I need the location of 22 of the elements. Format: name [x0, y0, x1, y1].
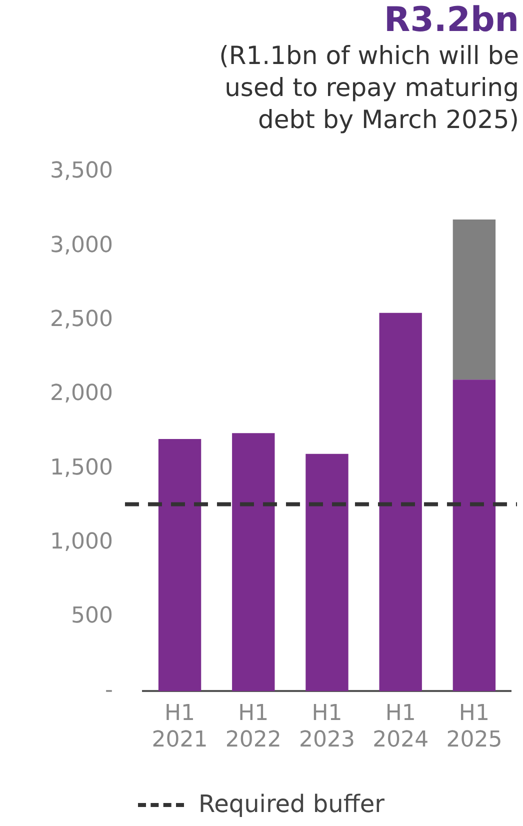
- x-tick-label: H1 2024: [372, 701, 429, 753]
- x-tick-label: H1 2025: [446, 701, 502, 753]
- chart-title: R3.2bn: [383, 0, 519, 40]
- y-tick-label: -: [105, 678, 113, 703]
- bar: [452, 380, 496, 692]
- y-tick-label: 2,500: [50, 307, 113, 332]
- x-tick-label: H1 2023: [298, 701, 355, 753]
- y-tick-label: 1,000: [50, 530, 113, 555]
- chart-subtitle: (R1.1bn of which will be used to repay maturing debt by March 2025): [218, 40, 519, 136]
- legend-label: Required buffer: [198, 790, 385, 818]
- y-tick-label: 1,500: [50, 455, 113, 480]
- bar: [232, 433, 275, 692]
- bar: [452, 219, 496, 380]
- y-tick-label: 3,000: [50, 232, 113, 258]
- x-tick-label: H1 2021: [152, 701, 208, 753]
- y-tick-label: 500: [70, 604, 113, 629]
- bar: [379, 312, 422, 692]
- bar: [306, 454, 348, 692]
- bar: [158, 439, 202, 692]
- x-tick-label: H1 2022: [225, 701, 282, 753]
- y-tick-label: 2,000: [50, 381, 113, 406]
- y-tick-label: 3,500: [50, 158, 113, 184]
